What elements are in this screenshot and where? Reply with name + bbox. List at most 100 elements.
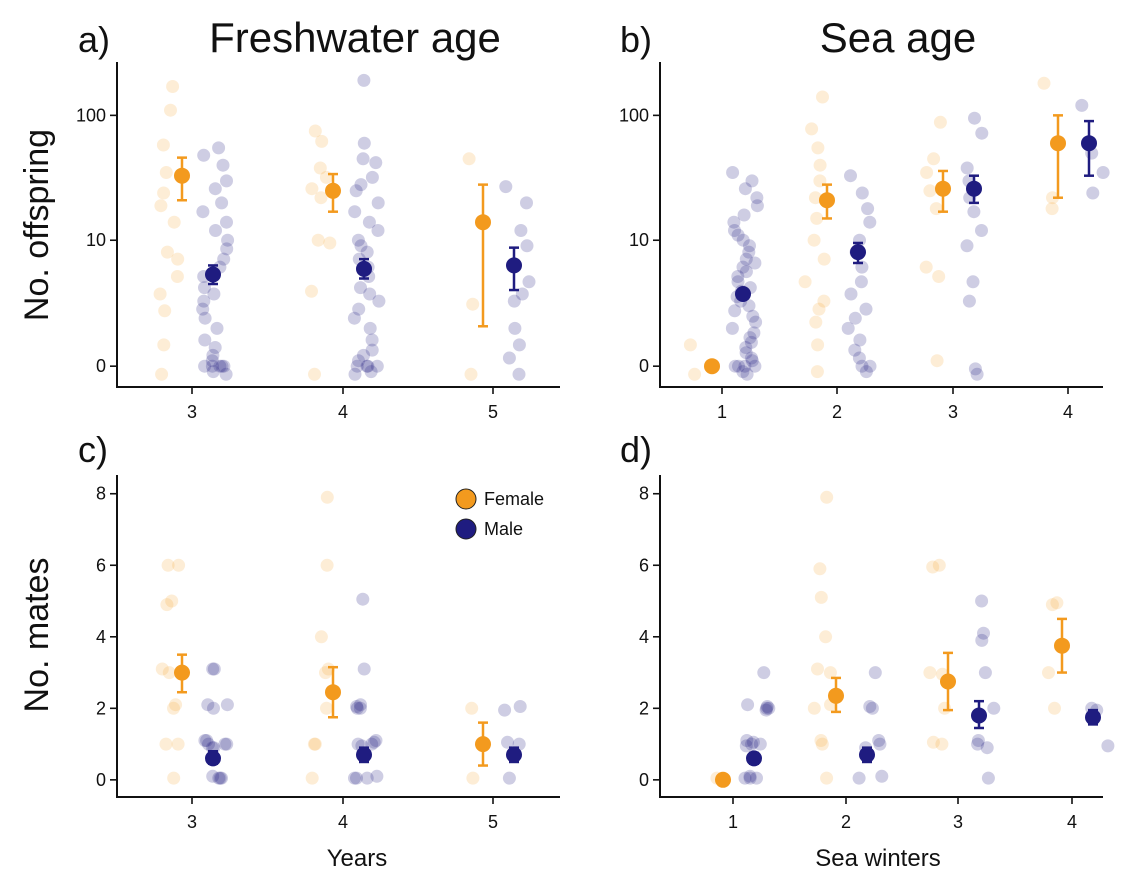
x-tick-label: 4 — [338, 812, 348, 832]
male-mean-point — [971, 707, 987, 724]
male-data-point — [213, 771, 227, 785]
male-data-point — [960, 161, 974, 175]
male-data-point — [206, 769, 220, 783]
female-data-point — [807, 233, 821, 247]
female-data-point — [811, 141, 825, 155]
female-data-point — [929, 202, 943, 216]
male-data-point — [852, 351, 866, 365]
male-data-point — [508, 321, 522, 335]
male-data-point — [207, 701, 220, 715]
male-data-point — [873, 737, 887, 751]
female-data-point — [314, 191, 328, 205]
male-data-point — [356, 592, 370, 606]
male-data-point — [748, 256, 762, 270]
male-mean-point — [859, 746, 875, 763]
female-data-point — [311, 233, 325, 247]
male-data-point — [968, 111, 981, 125]
male-mean-point — [506, 257, 522, 274]
female-data-point — [823, 666, 837, 680]
male-data-point — [977, 626, 990, 640]
male-data-point — [975, 594, 989, 608]
male-data-point — [738, 359, 752, 373]
male-data-point — [738, 771, 752, 785]
male-data-point — [960, 239, 974, 253]
female-data-point — [315, 134, 329, 148]
female-data-point — [920, 166, 934, 179]
male-data-point — [962, 294, 976, 308]
female-data-point — [811, 338, 825, 352]
male-mean-point — [506, 746, 522, 763]
male-data-point — [743, 771, 757, 785]
female-data-point — [158, 304, 172, 318]
male-data-point — [841, 321, 855, 335]
male-data-point — [740, 734, 754, 747]
male-mean-point — [1085, 709, 1101, 726]
female-data-point — [320, 701, 333, 715]
male-data-point — [967, 205, 981, 219]
male-data-point — [357, 136, 371, 150]
male-data-point — [210, 321, 224, 335]
male-data-point — [750, 771, 763, 785]
male-data-point — [859, 302, 873, 316]
male-data-point — [198, 333, 212, 347]
male-data-point — [202, 737, 215, 751]
male-data-point — [362, 215, 376, 229]
female-data-point — [159, 737, 173, 751]
male-data-point — [357, 662, 371, 676]
male-data-point — [738, 182, 752, 196]
panel-title-b: Sea age — [820, 14, 976, 61]
male-data-point — [861, 202, 875, 216]
male-data-point — [744, 335, 758, 349]
male-data-point — [219, 367, 233, 381]
female-data-point — [305, 771, 319, 785]
x-tick-label: 4 — [338, 402, 348, 422]
male-data-point — [197, 294, 211, 308]
male-mean-point — [966, 180, 982, 197]
male-data-point — [520, 196, 533, 210]
male-data-point — [745, 174, 759, 188]
female-data-point — [923, 184, 937, 198]
male-data-point — [971, 734, 985, 747]
male-data-point — [369, 156, 383, 170]
female-mean-point — [1054, 637, 1070, 654]
female-data-point — [1046, 191, 1059, 205]
male-data-point — [206, 662, 220, 676]
male-data-point — [966, 275, 980, 289]
panel-d-sea-mates: 0 2 4 6 8 1 2 3 4 — [639, 475, 1115, 832]
female-data-point — [167, 771, 181, 785]
female-data-point — [808, 191, 822, 205]
axis-frame — [659, 62, 1103, 388]
male-data-point — [215, 771, 228, 785]
female-data-point — [169, 698, 183, 712]
female-data-point — [1050, 596, 1064, 610]
male-data-point — [215, 359, 229, 373]
female-data-point — [820, 490, 834, 504]
male-data-point — [757, 666, 771, 680]
male-data-point — [514, 224, 528, 237]
male-data-point — [216, 158, 230, 172]
male-data-point — [354, 698, 367, 712]
male-data-point — [736, 260, 750, 274]
female-data-point — [462, 152, 476, 166]
male-data-point — [498, 703, 512, 717]
female-data-point — [464, 367, 478, 381]
female-mean-point — [174, 167, 190, 184]
female-mean-point — [475, 736, 491, 753]
female-data-point — [930, 354, 944, 368]
female-data-point — [167, 701, 180, 715]
female-mean-point — [704, 358, 720, 375]
male-data-point — [740, 367, 754, 381]
male-mean-point — [356, 746, 372, 763]
y-tick-label: 0 — [639, 356, 649, 376]
female-data-point — [810, 365, 824, 379]
male-data-point — [852, 771, 866, 785]
male-data-point — [753, 737, 767, 751]
panel-a-freshwater-offspring: 0 10 100 3 4 5 — [76, 62, 560, 422]
male-data-point — [354, 281, 367, 295]
male-data-point — [502, 351, 516, 365]
female-data-point — [820, 771, 834, 785]
male-data-point — [363, 287, 377, 301]
female-data-point — [155, 367, 169, 381]
female-data-point — [466, 297, 480, 311]
y-tick-label: 0 — [96, 770, 106, 790]
